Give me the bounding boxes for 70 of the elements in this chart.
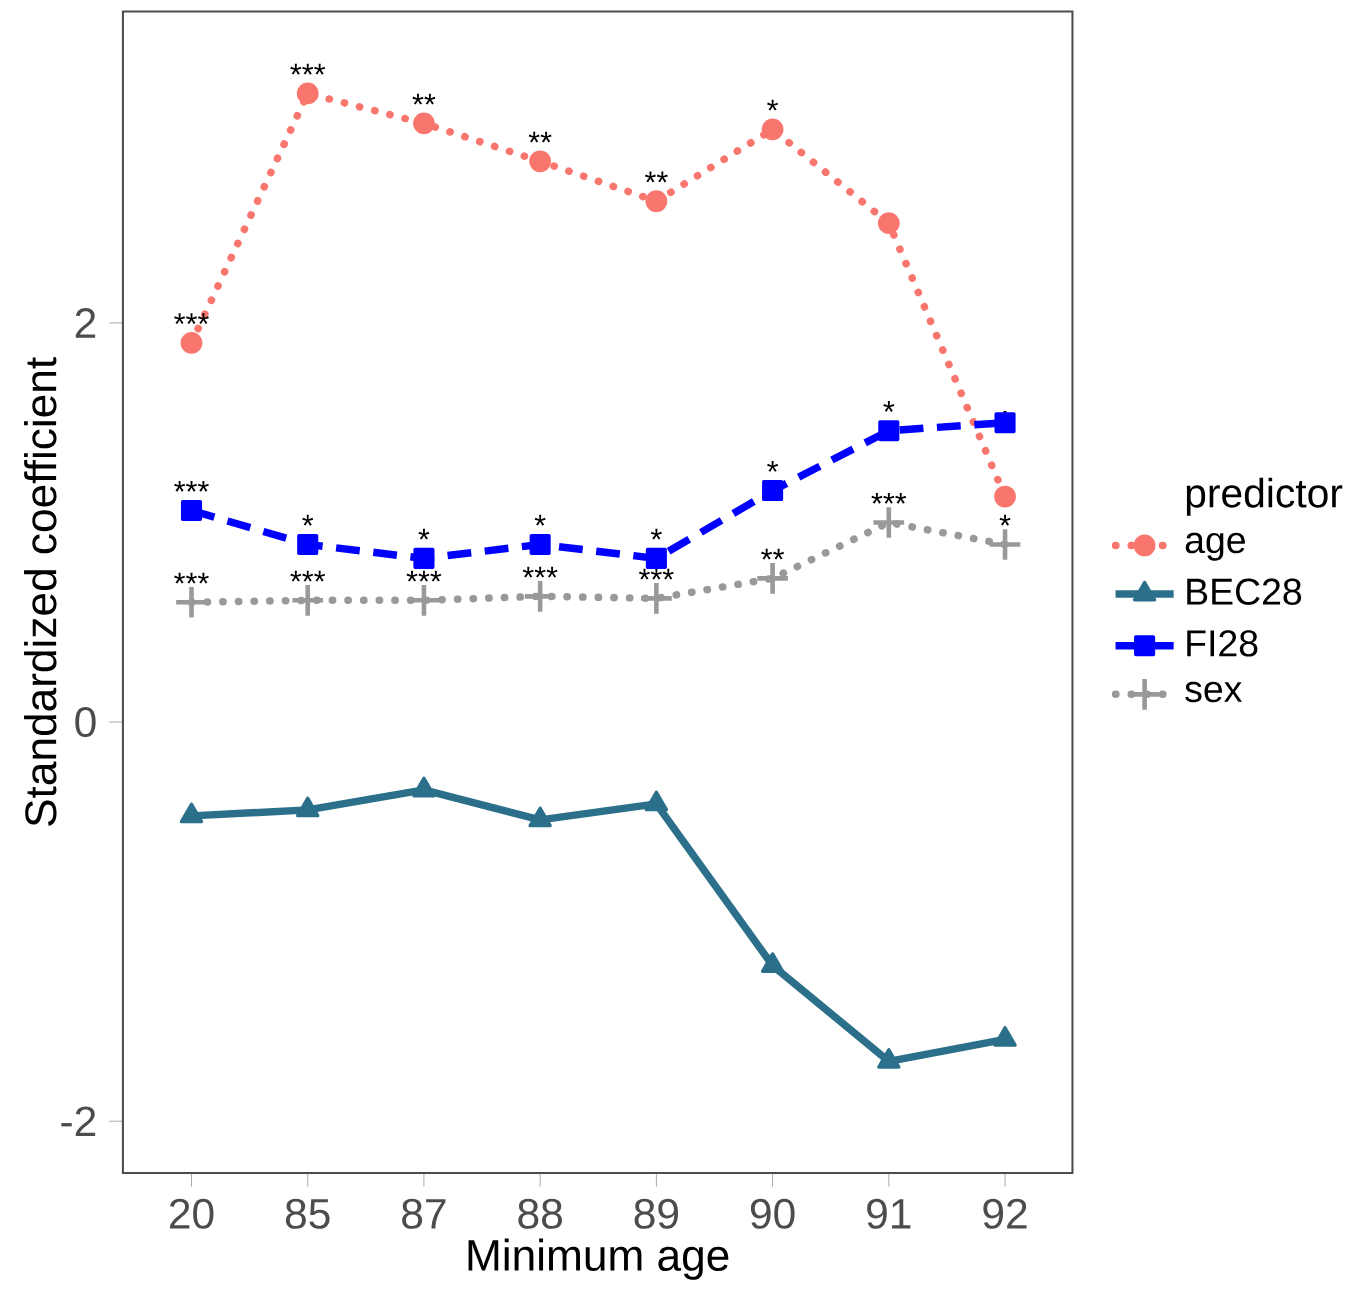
point xyxy=(180,499,203,521)
point xyxy=(296,796,320,818)
point xyxy=(413,112,435,135)
x-tick-label: 91 xyxy=(867,1198,911,1229)
point xyxy=(877,212,900,234)
point xyxy=(528,806,552,828)
annotation: ** xyxy=(761,548,785,560)
point xyxy=(524,580,556,612)
annotation: * xyxy=(418,528,430,540)
point xyxy=(297,533,319,555)
x-tick-label: 92 xyxy=(983,1198,1027,1229)
x-tick-label: 89 xyxy=(634,1198,679,1229)
point xyxy=(645,547,667,569)
point xyxy=(292,584,324,616)
annotation: * xyxy=(302,514,314,526)
annotation: ** xyxy=(644,171,668,183)
y-axis-title: Standardized coefficient xyxy=(24,357,57,826)
annotation: *** xyxy=(522,566,558,578)
annotation: ** xyxy=(412,93,436,105)
point xyxy=(760,952,785,973)
point xyxy=(762,479,784,502)
x-tick-label: 87 xyxy=(402,1198,446,1229)
annotation: *** xyxy=(871,492,907,504)
x-tick-label: 90 xyxy=(750,1198,795,1229)
legend-label: BEC28 xyxy=(1187,578,1302,605)
point xyxy=(529,150,552,173)
annotation: *** xyxy=(174,313,209,325)
y-tick-label: 0 xyxy=(75,706,96,738)
x-tick-label: 85 xyxy=(285,1198,330,1229)
annotation: * xyxy=(999,514,1011,526)
point xyxy=(644,790,669,812)
annotation: * xyxy=(534,514,546,526)
legend-label: age xyxy=(1185,532,1245,561)
point xyxy=(877,1048,901,1069)
x-tick-label: 20 xyxy=(169,1198,214,1229)
point xyxy=(757,563,788,594)
point xyxy=(296,82,319,105)
point xyxy=(989,529,1021,560)
annotation: *** xyxy=(406,570,442,582)
point xyxy=(413,547,435,569)
y-tick-label: -2 xyxy=(61,1106,96,1136)
point xyxy=(529,533,551,555)
legend-label: FI28 xyxy=(1187,630,1258,657)
annotation: * xyxy=(767,99,779,111)
legend-label: sex xyxy=(1185,681,1242,703)
point xyxy=(873,507,905,538)
x-tick-label: 88 xyxy=(518,1198,562,1229)
annotation: * xyxy=(883,401,895,412)
point xyxy=(641,582,672,614)
annotation: * xyxy=(767,460,779,472)
x-axis-title: Minimum age xyxy=(468,1238,729,1280)
point xyxy=(994,412,1016,434)
y-tick-label: 2 xyxy=(75,308,96,338)
annotation: *** xyxy=(174,572,209,584)
legend-title: predictor xyxy=(1186,477,1343,516)
point xyxy=(176,586,207,618)
point xyxy=(761,118,784,141)
point xyxy=(994,485,1016,508)
annotation: * xyxy=(650,528,662,540)
annotation: *** xyxy=(290,570,326,582)
point xyxy=(180,331,203,354)
point xyxy=(645,190,668,213)
point xyxy=(179,802,204,824)
annotation: ** xyxy=(528,131,552,143)
point xyxy=(878,420,900,442)
annotation: *** xyxy=(290,63,326,75)
point xyxy=(412,776,436,798)
annotation: *** xyxy=(174,480,209,492)
annotation: *** xyxy=(638,568,674,580)
point xyxy=(993,1026,1017,1047)
